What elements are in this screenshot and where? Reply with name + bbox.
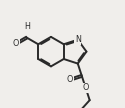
Text: N: N <box>75 35 81 44</box>
Text: O: O <box>82 83 89 92</box>
Text: O: O <box>13 39 19 48</box>
Text: O: O <box>67 75 73 84</box>
Text: H: H <box>24 22 30 31</box>
